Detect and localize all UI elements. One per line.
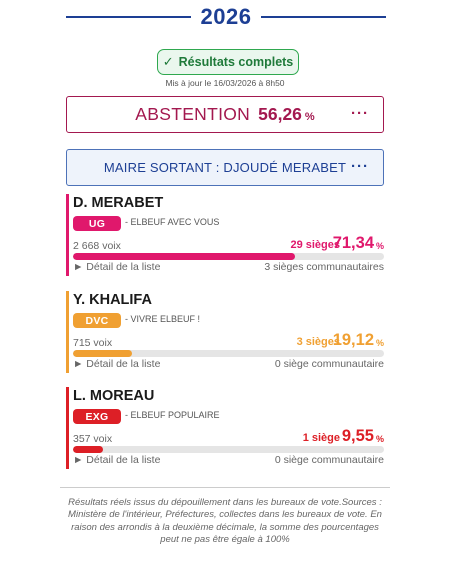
list-name: - ELBEUF POPULAIRE (125, 410, 220, 420)
abstention-box: ABSTENTION 56,26 % ··· (66, 96, 384, 133)
community-seats: 3 sièges communautaires (264, 261, 384, 273)
candidate-card: Y. KHALIFA DVC - VIVRE ELBEUF ! 715 voix… (66, 291, 384, 373)
status-label: Résultats complets (178, 55, 294, 69)
year-title: 2026 (200, 4, 252, 29)
abstention-label: ABSTENTION (135, 104, 251, 124)
footer-divider (60, 487, 390, 488)
list-detail-link[interactable]: ► Détail de la liste (73, 358, 161, 370)
outgoing-mayor-label: MAIRE SORTANT : DJOUDÉ MERABET (103, 160, 347, 175)
party-badge: EXG (73, 409, 121, 424)
candidate-name: L. MOREAU (73, 388, 155, 404)
footer-note: Résultats réels issus du dépouillement d… (68, 497, 382, 545)
seat-count: 3 sièges (296, 336, 340, 348)
divider-left (66, 16, 191, 18)
score-value: 19,12 (332, 331, 374, 349)
candidate-color-bar (66, 387, 69, 469)
abstention-unit: % (304, 110, 315, 123)
candidate-color-bar (66, 194, 69, 276)
progress-fill (73, 446, 103, 453)
list-detail-link[interactable]: ► Détail de la liste (73, 261, 161, 273)
more-icon[interactable]: ··· (351, 104, 369, 122)
candidate-card: L. MOREAU EXG - ELBEUF POPULAIRE 357 voi… (66, 387, 384, 469)
vote-count: 357 voix (73, 433, 113, 445)
check-icon: ✓ (162, 54, 174, 69)
candidate-color-bar (66, 291, 69, 373)
progress-fill (73, 350, 133, 357)
divider-right (261, 16, 387, 18)
score-value: 9,55 (341, 427, 374, 445)
score-unit: % (375, 434, 384, 444)
party-badge: UG (73, 216, 121, 231)
abstention-value: 56,26 (258, 104, 302, 124)
more-icon[interactable]: ··· (351, 157, 369, 175)
year-header: 2026 (66, 4, 387, 30)
score-value: 71,34 (332, 234, 374, 252)
candidate-card: D. MERABET UG - ELBEUF AVEC VOUS 2 668 v… (66, 194, 384, 276)
vote-count: 715 voix (73, 337, 113, 349)
results-status-badge: ✓ Résultats complets (157, 49, 299, 75)
progress-track (73, 350, 384, 357)
candidate-name: Y. KHALIFA (73, 292, 152, 308)
community-seats: 0 siège communautaire (274, 454, 384, 466)
score-unit: % (375, 241, 384, 251)
score-unit: % (375, 338, 384, 348)
candidate-name: D. MERABET (73, 195, 164, 211)
outgoing-mayor-box: MAIRE SORTANT : DJOUDÉ MERABET ··· (66, 149, 384, 186)
progress-track (73, 253, 384, 260)
party-badge: DVC (73, 313, 121, 328)
progress-fill (73, 253, 295, 260)
seat-count: 29 sièges (290, 239, 340, 251)
update-timestamp: Mis à jour le 16/03/2026 à 8h50 (165, 78, 285, 88)
list-name: - VIVRE ELBEUF ! (125, 314, 201, 324)
vote-count: 2 668 voix (73, 240, 121, 252)
list-name: - ELBEUF AVEC VOUS (125, 217, 220, 227)
community-seats: 0 siège communautaire (274, 358, 384, 370)
list-detail-link[interactable]: ► Détail de la liste (73, 454, 161, 466)
seat-count: 1 siège (302, 432, 340, 444)
progress-track (73, 446, 384, 453)
